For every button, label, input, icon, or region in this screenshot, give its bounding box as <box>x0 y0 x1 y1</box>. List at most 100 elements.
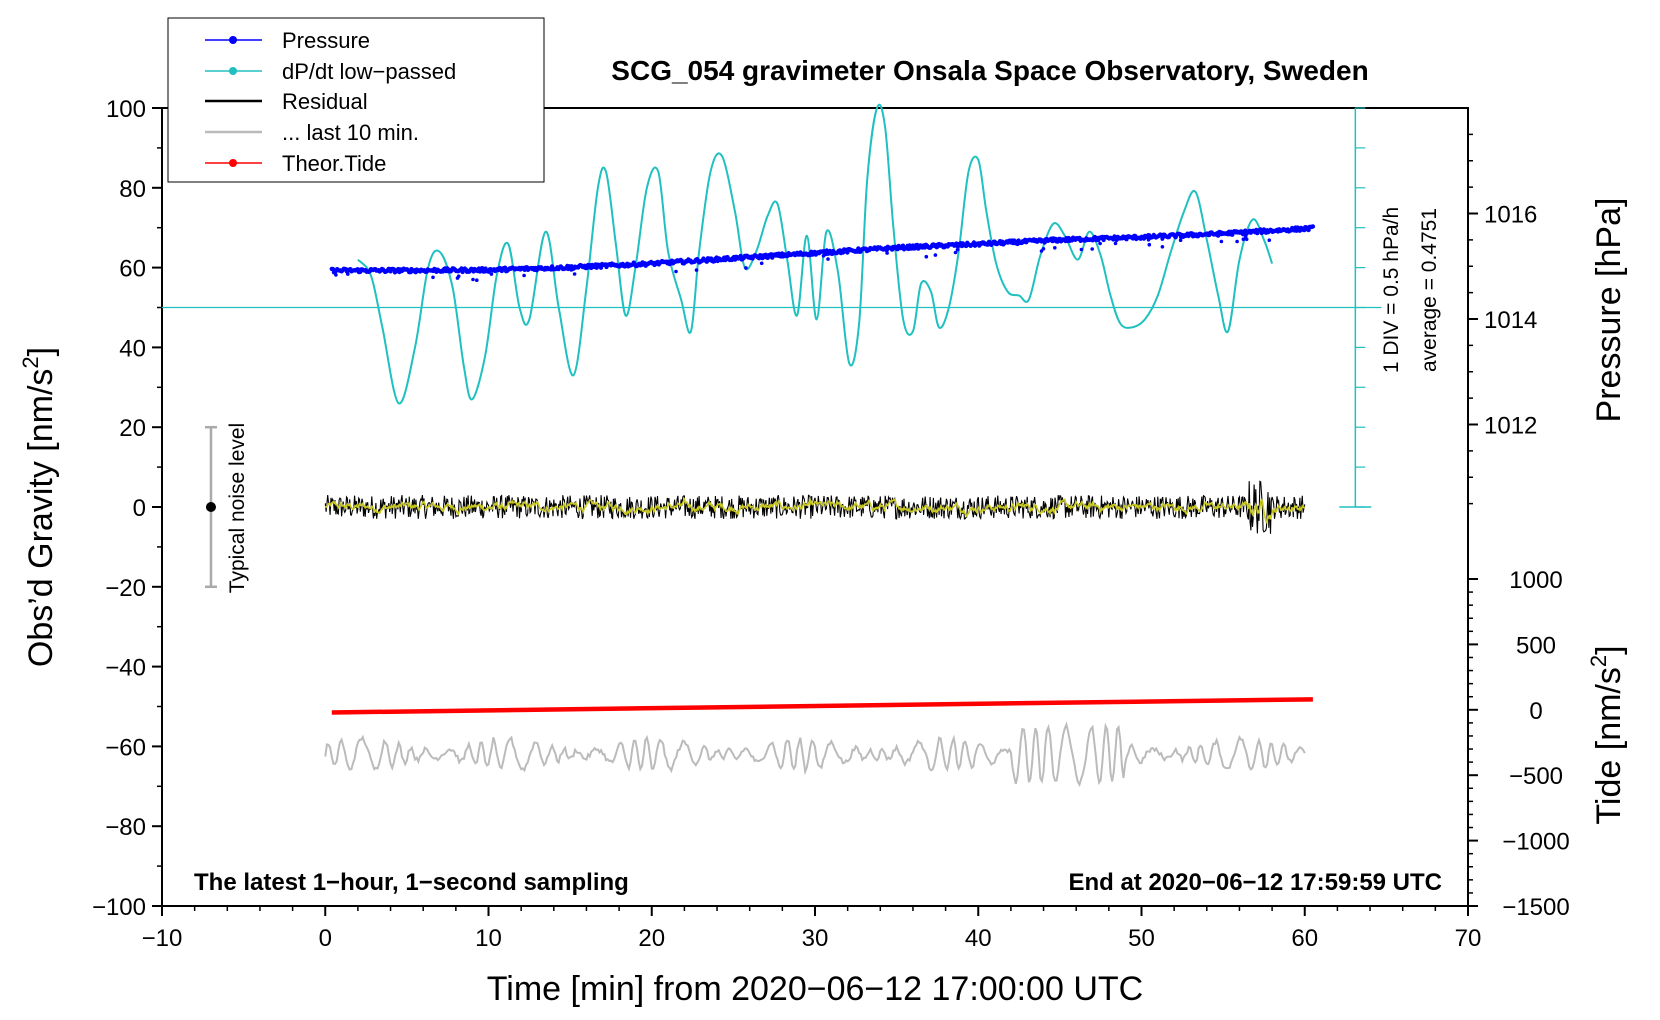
legend-marker-tide <box>229 159 237 167</box>
y-tick-label: 100 <box>106 96 146 123</box>
pressure-outlier-point <box>1147 242 1152 247</box>
tide-tick-label: 0 <box>1529 698 1542 725</box>
pressure-outlier-point <box>826 257 830 261</box>
residual-smoothed-trace <box>324 497 1306 525</box>
x-tick-label: 30 <box>802 925 829 952</box>
legend-entry-tide: Theor.Tide <box>205 151 386 176</box>
x-tick-label: 40 <box>965 925 992 952</box>
legend-entry-residual: Residual <box>205 89 368 114</box>
pressure-tick-label: 1016 <box>1484 202 1537 229</box>
dpdt-average-label: average = 0.4751 <box>1418 208 1441 372</box>
legend-box <box>167 17 545 183</box>
pressure-outlier-point <box>522 273 526 278</box>
x-tick-label: −10 <box>142 925 183 952</box>
pressure-outlier-point <box>334 273 338 277</box>
pressure-point <box>480 266 485 271</box>
pressure-outlier-point <box>694 268 699 272</box>
pressure-outlier-point <box>1241 237 1246 241</box>
y-axis-label-main: Obs’d Gravity [nm/s <box>22 369 60 668</box>
pressure-outlier-point <box>1243 234 1248 239</box>
legend-label-residual: Residual <box>282 89 368 114</box>
pressure-axis-label: Pressure [hPa] <box>1590 198 1628 423</box>
y-tick-label: −60 <box>105 734 146 761</box>
legend-marker-dpdt <box>229 67 237 75</box>
pressure-outlier-point <box>1219 239 1224 244</box>
y-tick-label: −40 <box>105 655 146 682</box>
legend: Pressure dP/dt low−passed Residual ... l… <box>167 17 545 183</box>
pressure-outlier-point <box>1178 238 1183 242</box>
pressure-outlier-point <box>456 274 461 279</box>
pressure-outlier-point <box>933 253 938 257</box>
pressure-outlier-point <box>953 250 958 255</box>
x-tick-label: 0 <box>319 925 332 952</box>
noise-level-label: Typical noise level <box>226 423 249 593</box>
pressure-outlier-point <box>924 254 929 259</box>
last10-trace <box>324 721 1306 788</box>
pressure-outlier-point <box>1146 238 1151 242</box>
tide-tick-label: 1000 <box>1509 567 1562 594</box>
legend-label-pressure: Pressure <box>282 28 370 53</box>
tide-tick-label: −500 <box>1509 763 1563 790</box>
tide-tick-label: −1500 <box>1502 894 1569 921</box>
y-tick-label: 20 <box>119 415 146 442</box>
pressure-outlier-point <box>431 275 435 280</box>
x-tick-label: 20 <box>638 925 665 952</box>
dpdt-div-label: 1 DIV = 0.5 hPa/h <box>1380 207 1403 373</box>
legend-entry-pressure: Pressure <box>205 28 370 53</box>
x-tick-label: 50 <box>1128 925 1155 952</box>
tide-axis-label: Tide [nm/s2] <box>1586 645 1628 824</box>
pressure-outlier-point <box>821 254 826 258</box>
y-tick-label: 40 <box>119 335 146 362</box>
y-tick-label: 60 <box>119 256 146 283</box>
chart-title: SCG_054 gravimeter Onsala Space Observat… <box>611 55 1368 86</box>
pressure-outlier-point <box>744 266 748 270</box>
pressure-outlier-point <box>1090 247 1094 251</box>
pressure-point <box>1310 224 1316 229</box>
pressure-outlier-point <box>759 261 764 266</box>
axes-layer: −10 0 10 20 30 40 50 60 70100806040200−20−40−60−… <box>92 96 1570 952</box>
y-tick-label: −100 <box>92 894 146 921</box>
pressure-point <box>704 259 709 264</box>
y-axis-label-sup: 2 <box>18 356 43 368</box>
legend-entry-dpdt: dP/dt low−passed <box>205 59 456 84</box>
tide-axis-label-sup: 2 <box>1586 655 1611 667</box>
y-tick-label: 80 <box>119 176 146 203</box>
y-axis-label-close: ] <box>22 347 60 356</box>
last10-layer <box>324 721 1306 788</box>
pressure-outlier-point <box>1160 237 1165 241</box>
residual-trace <box>324 480 1306 534</box>
tide-line <box>331 697 1313 715</box>
pressure-outlier-point <box>1267 238 1272 242</box>
x-tick-label: 70 <box>1455 925 1482 952</box>
pressure-tick-label: 1012 <box>1484 413 1537 440</box>
pressure-layer <box>329 224 1316 283</box>
legend-marker-pressure <box>229 36 237 44</box>
pressure-outlier-point <box>1041 247 1046 251</box>
tide-axis-label-main: Tide [nm/s <box>1590 667 1628 824</box>
legend-entry-last10: ... last 10 min. <box>205 120 419 145</box>
pressure-outlier-point <box>885 251 889 255</box>
x-axis-label: Time [min] from 2020−06−12 17:00:00 UTC <box>487 970 1143 1008</box>
y-tick-label: −80 <box>105 814 146 841</box>
tide-tick-label: −1000 <box>1502 829 1569 856</box>
pressure-outlier-point <box>674 269 678 274</box>
y-axis-label: Obs’d Gravity [nm/s2] <box>18 347 60 667</box>
y-tick-label: −20 <box>105 575 146 602</box>
pressure-outlier-point <box>1053 246 1057 250</box>
pressure-outlier-point <box>955 247 960 252</box>
pressure-outlier-point <box>572 272 577 276</box>
pressure-outlier-point <box>1079 247 1084 252</box>
y-tick-label: 0 <box>133 495 146 522</box>
pressure-outlier-point <box>1160 245 1165 249</box>
pressure-outlier-point <box>471 277 475 282</box>
noise-center-dot <box>205 502 216 512</box>
pressure-outlier-point <box>569 268 574 272</box>
pressure-outlier-point <box>475 278 479 283</box>
tide-layer <box>331 697 1313 715</box>
legend-label-last10: ... last 10 min. <box>282 120 419 145</box>
pressure-outlier-point <box>1235 239 1239 244</box>
pressure-outlier-point <box>489 272 494 276</box>
x-tick-label: 10 <box>475 925 502 952</box>
